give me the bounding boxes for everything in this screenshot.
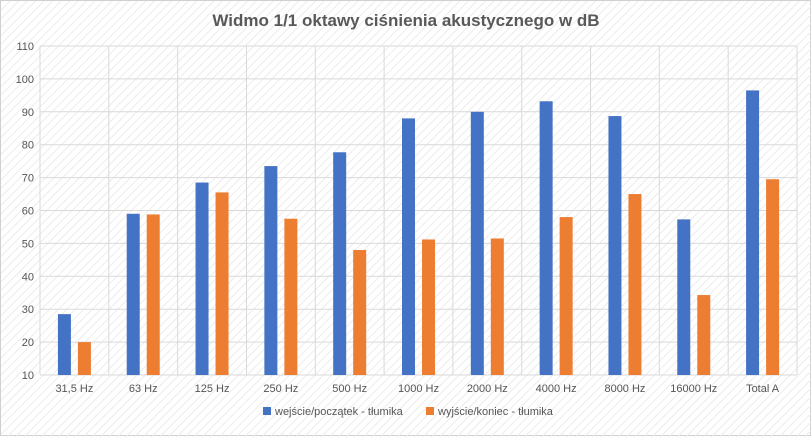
y-tick-label: 30 xyxy=(22,304,34,316)
bar-output xyxy=(628,194,642,375)
bar-input xyxy=(57,314,71,375)
bar-output xyxy=(284,218,298,375)
bar-input xyxy=(333,152,347,375)
x-tick-label: Total A xyxy=(746,383,780,395)
grid-lines xyxy=(39,45,798,376)
x-axis-ticks: 31,5 Hz 63 Hz 125 Hz 250 Hz 500 Hz 1000 Hz 200… xyxy=(55,383,779,395)
y-tick-label: 10 xyxy=(22,370,34,382)
bars xyxy=(57,90,780,376)
y-tick-label: 50 xyxy=(22,238,34,250)
legend-label: wyjście/koniec - tłumika xyxy=(437,406,554,418)
bar-input xyxy=(195,182,209,375)
x-tick-label: 31,5 Hz xyxy=(55,383,93,395)
legend-swatch xyxy=(263,407,271,415)
bar-input xyxy=(677,219,691,375)
bar-output xyxy=(766,179,780,375)
y-tick-label: 110 xyxy=(16,41,34,53)
x-tick-label: 4000 Hz xyxy=(536,383,577,395)
y-axis-ticks: 10 20 30 40 50 60 70 80 90 100 110 xyxy=(16,41,34,382)
y-tick-label: 60 xyxy=(22,206,34,218)
chart-title: Widmo 1/1 oktawy ciśnienia akustycznego … xyxy=(212,11,599,30)
legend: wejście/początek - tłumika wyjście/koniec… xyxy=(263,406,554,418)
bar-output xyxy=(422,239,435,375)
x-tick-label: 1000 Hz xyxy=(398,383,439,395)
y-tick-label: 80 xyxy=(22,140,34,152)
bar-input xyxy=(470,111,484,376)
bar-output xyxy=(77,342,91,375)
x-tick-label: 125 Hz xyxy=(195,383,230,395)
bar-input xyxy=(264,166,278,375)
bar-output xyxy=(146,214,160,375)
bar-output xyxy=(353,249,367,375)
bar-input xyxy=(402,118,415,375)
x-tick-label: 16000 Hz xyxy=(670,383,717,395)
bar-input xyxy=(126,213,140,375)
y-tick-label: 70 xyxy=(22,173,34,185)
x-tick-label: 63 Hz xyxy=(129,383,158,395)
bar-output xyxy=(215,192,229,375)
y-tick-label: 20 xyxy=(22,337,34,349)
y-tick-label: 40 xyxy=(22,271,34,283)
bar-output xyxy=(697,295,711,375)
bar-input xyxy=(608,116,622,376)
x-tick-label: 500 Hz xyxy=(332,383,367,395)
bar-input xyxy=(539,101,553,375)
x-tick-label: 2000 Hz xyxy=(467,383,508,395)
x-tick-label: 250 Hz xyxy=(263,383,298,395)
y-tick-label: 90 xyxy=(22,107,34,119)
bar-input xyxy=(746,90,760,375)
legend-label: wejście/początek - tłumika xyxy=(274,406,404,418)
y-tick-label: 100 xyxy=(16,74,34,86)
bar-output xyxy=(559,217,573,375)
legend-swatch xyxy=(426,407,434,415)
x-tick-label: 8000 Hz xyxy=(604,383,645,395)
bar-output xyxy=(490,238,504,375)
